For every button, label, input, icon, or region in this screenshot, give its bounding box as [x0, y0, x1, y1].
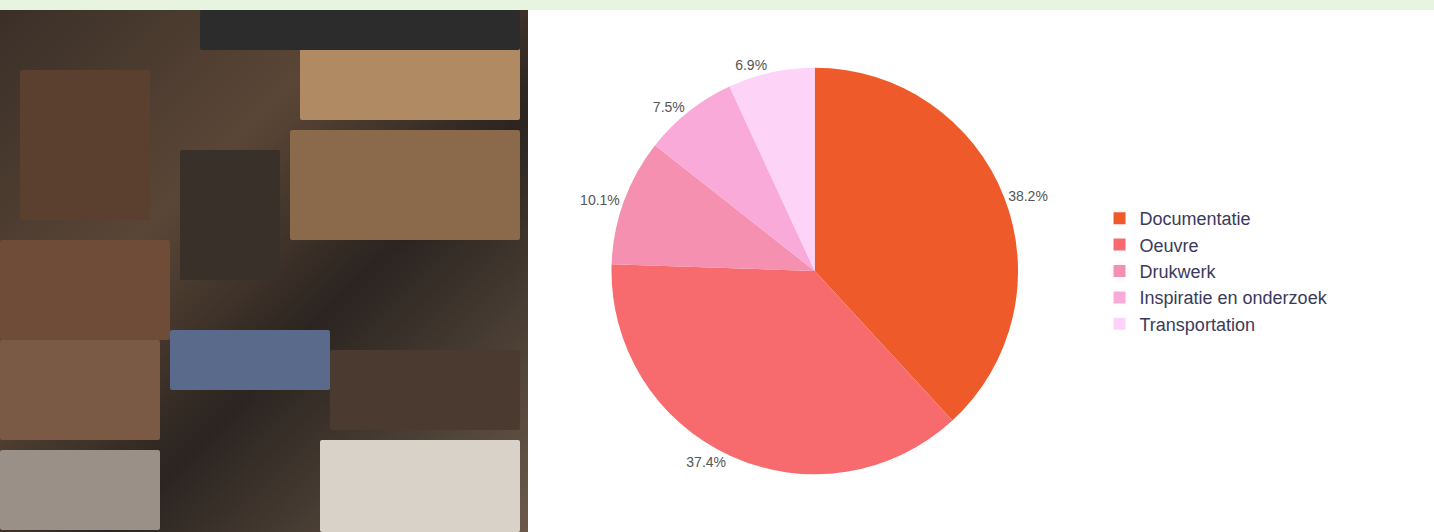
- svg-text:Documentatie: Documentatie: [1140, 209, 1251, 229]
- svg-text:7.5%: 7.5%: [653, 99, 685, 115]
- svg-text:6.9%: 6.9%: [735, 57, 767, 73]
- svg-text:Oeuvre: Oeuvre: [1140, 236, 1199, 256]
- svg-text:Transportation: Transportation: [1140, 315, 1255, 335]
- svg-text:38.2%: 38.2%: [1008, 188, 1048, 204]
- svg-text:37.4%: 37.4%: [686, 454, 726, 470]
- svg-text:10.1%: 10.1%: [580, 192, 620, 208]
- svg-text:Drukwerk: Drukwerk: [1140, 262, 1217, 282]
- svg-text:Inspiratie en onderzoek: Inspiratie en onderzoek: [1140, 288, 1328, 308]
